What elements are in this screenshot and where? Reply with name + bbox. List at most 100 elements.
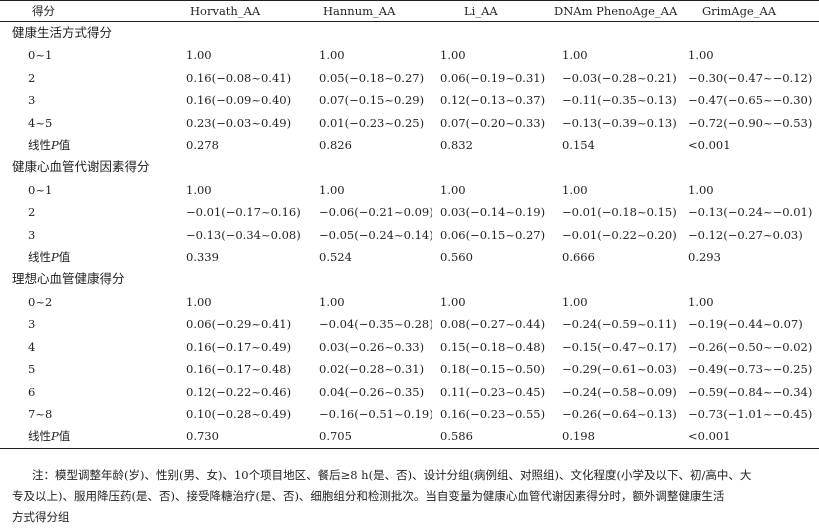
table-cell: −0.03(−0.28~0.21)	[562, 70, 677, 85]
table-cell: 0.15(−0.18~0.48)	[440, 339, 546, 354]
table-cell: 0.18(−0.15~0.50)	[440, 362, 546, 377]
footnote-line: 专及以上)、服用降压药(是、否)、接受降糖治疗(是、否)、细胞组分和检测批次。当…	[12, 489, 725, 503]
table-cell: 0.12(−0.13~0.37)	[440, 93, 546, 108]
row-label: 0~2	[0, 291, 178, 313]
table-cell: 1.00	[688, 294, 714, 309]
table-cell: −0.11(−0.35~0.13)	[562, 93, 677, 108]
row-label: 3	[0, 89, 178, 111]
table-cell: 0.05(−0.18~0.27)	[319, 70, 425, 85]
table-cell: 0.154	[562, 138, 595, 153]
row-label: 线性P值	[0, 246, 178, 268]
row-label: 线性P值	[0, 425, 178, 448]
table-row: 线性P值 0.278 0.826 0.832 0.154 <0.001	[0, 134, 819, 156]
row-label-text: 5	[28, 362, 36, 377]
table-cell: −0.49(−0.73~−0.25)	[688, 362, 813, 377]
section-row: 健康心血管代谢因素得分	[0, 156, 819, 178]
section-title: 健康生活方式得分	[12, 25, 113, 40]
table-row: 0~2 1.00 1.00 1.00 1.00 1.00	[0, 291, 819, 313]
table-cell: 0.826	[319, 138, 352, 153]
table-cell: −0.13(−0.34~0.08)	[186, 227, 301, 242]
row-label: 0~1	[0, 179, 178, 201]
row-label: 0~1	[0, 44, 178, 66]
results-table: 得分 Horvath_AA Hannum_AA Li_AA DNAm Pheno…	[0, 0, 819, 449]
table-cell: −0.01(−0.17~0.16)	[186, 205, 301, 220]
table-cell: 0.12(−0.22~0.46)	[186, 384, 292, 399]
table-cell: 0.16(−0.08~0.41)	[186, 70, 292, 85]
row-label-text: 4~5	[28, 115, 53, 130]
table-cell: 1.00	[688, 48, 714, 63]
table-body: 健康生活方式得分 0~1 1.00 1.00 1.00 1.00 1.00 2 0.16(−0.…	[0, 22, 819, 449]
row-label-text: 线性	[28, 138, 51, 153]
table-cell: 0.10(−0.28~0.49)	[186, 406, 292, 421]
table-cell: −0.06(−0.21~0.09)	[319, 205, 432, 220]
table-cell: −0.30(−0.47~−0.12)	[688, 70, 813, 85]
row-label-tail: 值	[58, 250, 71, 265]
table-cell: −0.01(−0.18~0.15)	[562, 205, 677, 220]
header-score: 得分	[32, 4, 55, 18]
row-label-text: 7~8	[28, 406, 53, 421]
table-cell: 1.00	[186, 48, 212, 63]
table-cell: −0.19(−0.44~0.07)	[688, 317, 803, 332]
table-cell: −0.73(−1.01~−0.45)	[688, 406, 813, 421]
table-row: 4~5 0.23(−0.03~0.49) 0.01(−0.23~0.25) 0.07(…	[0, 112, 819, 134]
table-cell: 0.198	[562, 429, 595, 444]
footnote-line: 方式得分组	[12, 510, 70, 524]
section-title: 理想心血管健康得分	[12, 271, 125, 287]
table-cell: 0.11(−0.23~0.45)	[440, 384, 546, 399]
table-cell: 1.00	[440, 48, 466, 63]
table-row: 线性P值 0.339 0.524 0.560 0.666 0.293	[0, 246, 819, 268]
table-cell: 0.524	[319, 250, 352, 265]
table-cell: −0.12(−0.27~0.03)	[688, 227, 803, 242]
header-li: Li_AA	[464, 4, 498, 18]
table-cell: −0.15(−0.47~0.17)	[562, 339, 677, 354]
table-row: 6 0.12(−0.22~0.46) 0.04(−0.26~0.35) 0.11(−0…	[0, 381, 819, 403]
table-cell: 0.560	[440, 250, 473, 265]
table-row: 4 0.16(−0.17~0.49) 0.03(−0.26~0.33) 0.15(−0…	[0, 336, 819, 358]
table-row: 3 −0.13(−0.34~0.08) −0.05(−0.24~0.14) 0.06(…	[0, 224, 819, 246]
table-cell: 0.06(−0.19~0.31)	[440, 70, 546, 85]
table-cell: 1.00	[319, 48, 345, 63]
table-cell: 0.07(−0.20~0.33)	[440, 115, 546, 130]
table-cell: −0.26(−0.64~0.13)	[562, 406, 677, 421]
row-label-text: 2	[28, 205, 36, 220]
table-cell: −0.05(−0.24~0.14)	[319, 227, 432, 242]
row-label-text: 3	[28, 317, 36, 332]
row-label: 4~5	[0, 112, 178, 134]
row-label-text: 2	[28, 70, 36, 85]
table-cell: 1.00	[562, 294, 588, 309]
table-row: 7~8 0.10(−0.28~0.49) −0.16(−0.51~0.19) 0.16…	[0, 403, 819, 425]
row-label-text: 4	[28, 339, 36, 354]
header-horvath: Horvath_AA	[190, 4, 261, 18]
table-cell: −0.16(−0.51~0.19)	[319, 406, 432, 421]
table-cell: 0.16(−0.17~0.49)	[186, 339, 292, 354]
table-cell: 0.07(−0.15~0.29)	[319, 93, 425, 108]
table-row: 5 0.16(−0.17~0.48) 0.02(−0.28~0.31) 0.18(−0…	[0, 358, 819, 380]
table-cell: 1.00	[319, 294, 345, 309]
table-cell: 0.02(−0.28~0.31)	[319, 362, 425, 377]
table-cell: 0.03(−0.14~0.19)	[440, 205, 546, 220]
table-row: 3 0.16(−0.09~0.40) 0.07(−0.15~0.29) 0.12(−0…	[0, 89, 819, 111]
table-cell: 0.666	[562, 250, 595, 265]
row-label-text: 6	[28, 384, 36, 399]
header-hannum: Hannum_AA	[323, 4, 396, 18]
row-label-text: 0~2	[28, 294, 53, 309]
table-cell: 0.730	[186, 429, 219, 444]
table-cell: 0.832	[440, 138, 473, 153]
table-row: 线性P值 0.730 0.705 0.586 0.198 <0.001	[0, 425, 819, 449]
row-label: 6	[0, 381, 178, 403]
table-cell: 1.00	[186, 294, 212, 309]
section-row: 健康生活方式得分	[0, 22, 819, 45]
header-grimage: GrimAge_AA	[702, 4, 777, 18]
row-label-tail: 值	[58, 138, 71, 153]
row-label-text: 3	[28, 93, 36, 108]
table-row: 0~1 1.00 1.00 1.00 1.00 1.00	[0, 44, 819, 66]
table-cell: <0.001	[688, 429, 731, 444]
table-cell: 1.00	[319, 182, 345, 197]
table-cell: −0.24(−0.59~0.11)	[562, 317, 677, 332]
table-cell: −0.47(−0.65~−0.30)	[688, 93, 813, 108]
footnote-line: 注：模型调整年龄(岁)、性别(男、女)、10个项目地区、餐后≥8 h(是、否)、…	[32, 468, 752, 482]
table-cell: 0.586	[440, 429, 473, 444]
row-label-text: 3	[28, 227, 36, 242]
table-cell: 0.03(−0.26~0.33)	[319, 339, 425, 354]
table-cell: <0.001	[688, 138, 731, 153]
